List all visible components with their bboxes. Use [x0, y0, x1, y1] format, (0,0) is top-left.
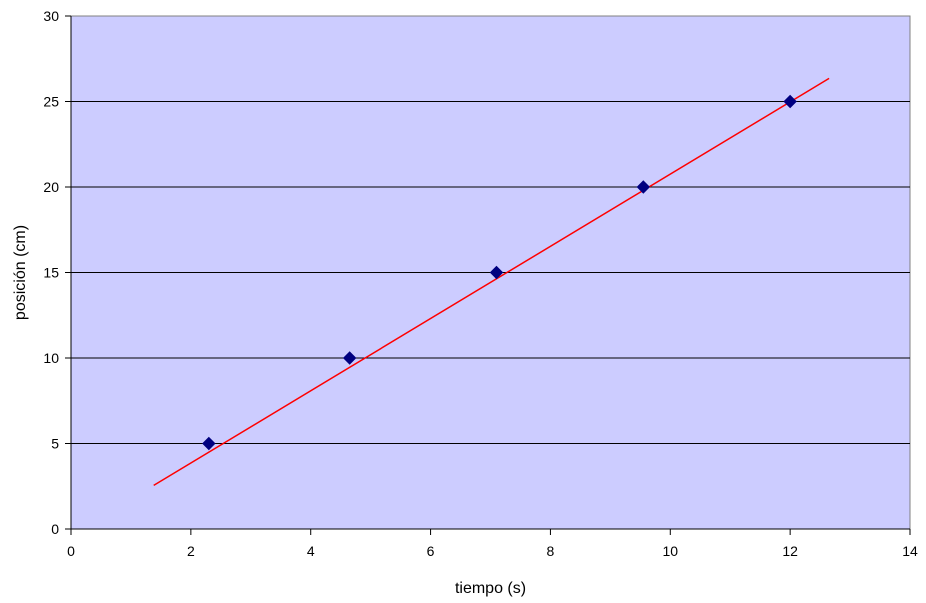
x-tick-label: 8 — [547, 543, 555, 559]
data-point — [636, 180, 651, 194]
y-tick-label: 10 — [43, 350, 59, 366]
data-points — [202, 94, 797, 451]
y-tick-label: 30 — [43, 8, 59, 24]
y-tick-label: 15 — [43, 265, 59, 281]
trendline — [153, 77, 830, 487]
y-tick-label: 25 — [43, 94, 59, 110]
data-point — [342, 351, 357, 365]
y-tick-label: 0 — [51, 521, 59, 537]
x-tick-label: 0 — [67, 543, 75, 559]
data-point — [489, 265, 504, 280]
x-tick-label: 4 — [307, 543, 315, 559]
y-tick-label: 20 — [43, 179, 59, 195]
y-tick-label: 5 — [51, 436, 59, 452]
axes — [65, 15, 911, 535]
x-tick-label: 12 — [782, 543, 798, 559]
y-axis-title: posición (cm) — [12, 225, 29, 320]
x-tick-label: 10 — [662, 543, 678, 559]
x-tick-label: 6 — [427, 543, 435, 559]
x-tick-labels: 0 2 4 6 8 10 12 14 — [67, 543, 918, 559]
x-axis-title: tiempo (s) — [455, 580, 526, 597]
data-point — [202, 436, 216, 451]
x-tick-label: 14 — [902, 543, 918, 559]
x-tick-label: 2 — [187, 543, 195, 559]
y-tick-labels: 0 5 10 15 20 25 30 — [43, 8, 59, 537]
data-point — [783, 94, 797, 109]
